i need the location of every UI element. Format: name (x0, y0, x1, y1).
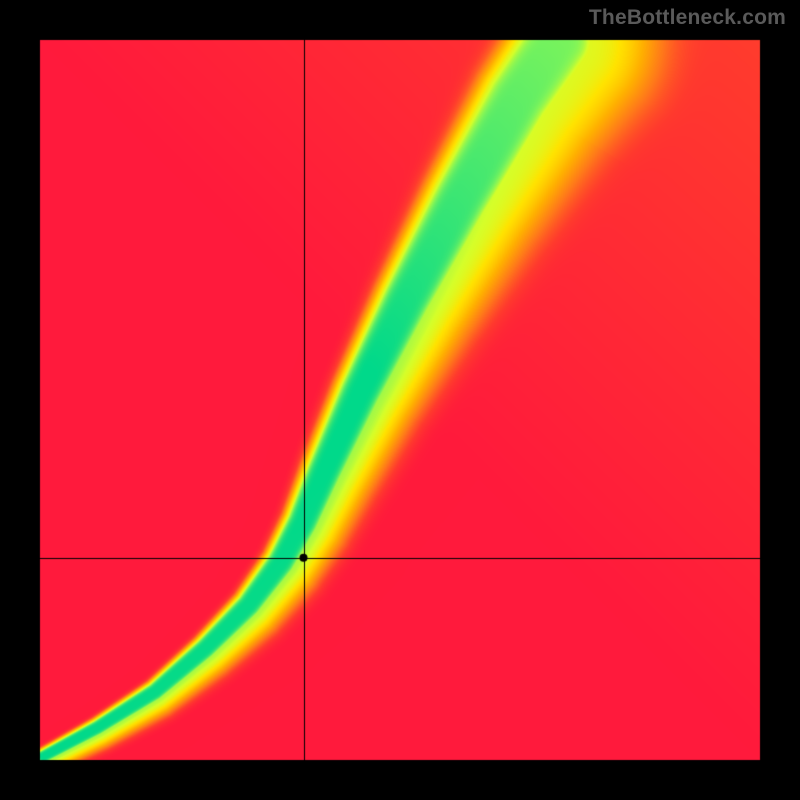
bottleneck-heatmap-canvas (0, 0, 800, 800)
watermark-text: TheBottleneck.com (589, 6, 786, 30)
